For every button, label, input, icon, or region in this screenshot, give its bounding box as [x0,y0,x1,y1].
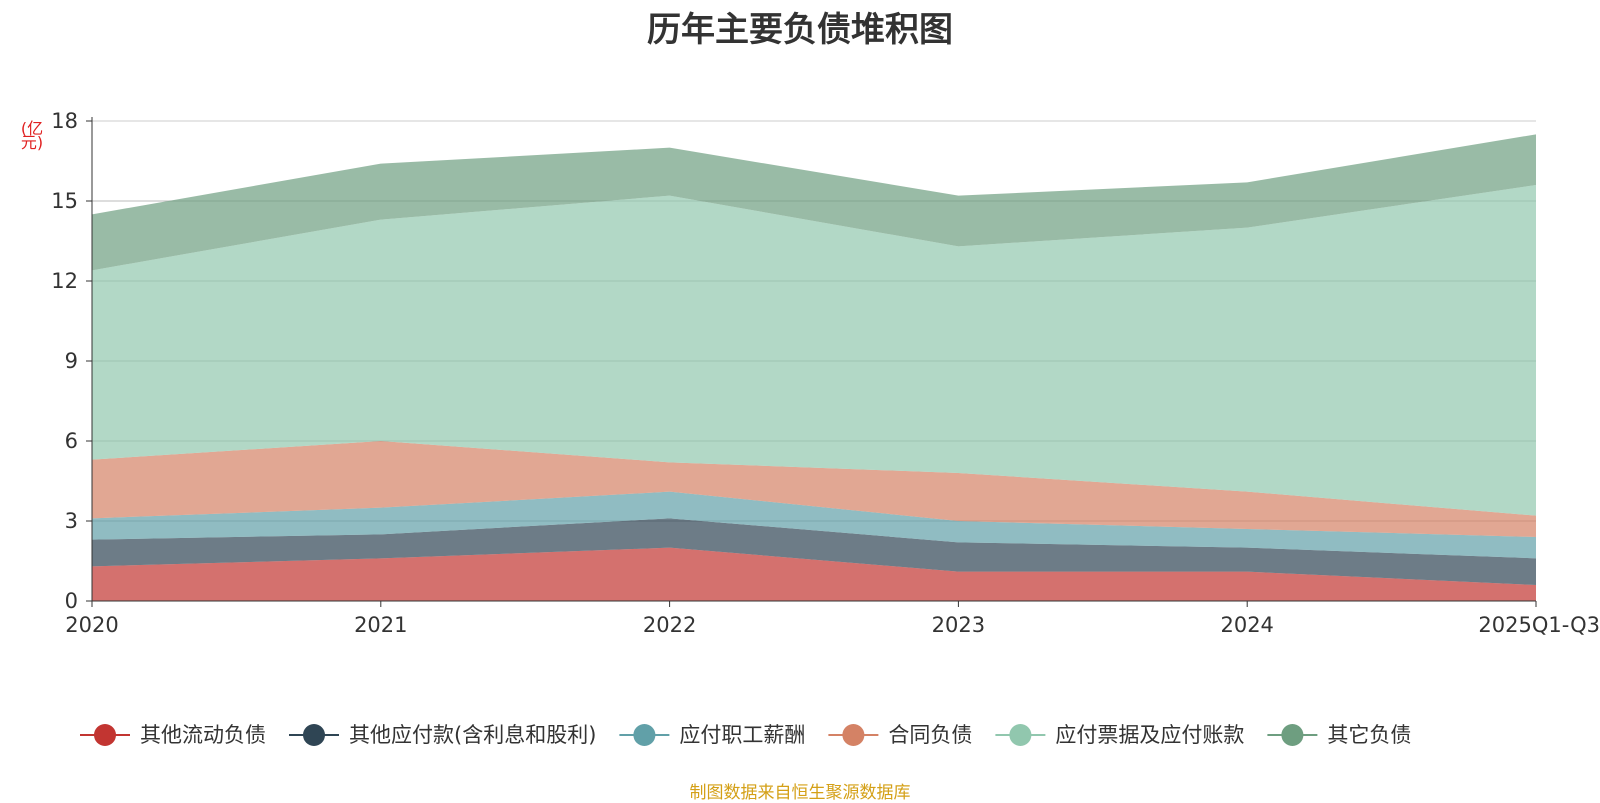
legend-marker [1281,724,1304,746]
legend-label: 其他应付款(含利息和股利) [349,723,596,747]
chart-title: 历年主要负债堆积图 [647,10,953,50]
legend-item[interactable]: 其它负债 [1267,723,1411,747]
legend-label: 其他流动负债 [140,723,266,747]
series-area [92,134,1536,271]
series-area [92,185,1536,516]
legend-item[interactable]: 合同负债 [828,723,972,747]
legend-marker [303,724,325,746]
y-axis-unit-label: (亿元) [20,119,44,152]
legend-label: 应付职工薪酬 [679,723,805,747]
y-tick-label: 0 [65,589,78,613]
series-area [92,491,1536,559]
legend-item[interactable]: 应付职工薪酬 [619,723,805,747]
y-tick-label: 6 [65,429,78,453]
legend-marker [94,724,116,746]
y-tick-label: 3 [65,509,78,533]
y-tick-label: 18 [51,109,78,133]
x-tick-label: 2020 [65,613,118,637]
series-area [92,547,1536,601]
legend-item[interactable]: 其他流动负债 [80,723,266,747]
data-source-note: 制图数据来自恒生聚源数据库 [689,783,911,803]
x-tick-label: 2023 [932,613,985,637]
x-tick-label: 2021 [354,613,407,637]
y-tick-label: 9 [65,349,78,373]
x-tick-label: 2022 [643,613,696,637]
series-area [92,441,1536,537]
legend-marker [633,724,656,746]
legend-label: 应付票据及应付账款 [1055,723,1244,747]
legend-item[interactable]: 其他应付款(含利息和股利) [289,723,596,747]
y-tick-label: 12 [51,269,78,293]
x-tick-label: 2024 [1220,613,1273,637]
x-tick-label: 2025Q1-Q3 [1478,613,1600,637]
area-series [92,134,1536,601]
series-area [92,518,1536,585]
legend-marker [842,724,865,746]
legend-item[interactable]: 应付票据及应付账款 [995,723,1244,747]
legend-label: 其它负债 [1327,723,1411,747]
axes: 0 3 6 9 12 15 18 2020 2021 2022 2023 2024 2025Q1-Q3 [51,109,1600,637]
legend-label: 合同负债 [888,723,972,747]
legend-marker [1009,724,1032,746]
y-tick-label: 15 [51,189,78,213]
legend: 其他流动负债 其他应付款(含利息和股利) 应付职工薪酬 合同负债 应付票据及应付账款 其它… [80,723,1411,747]
